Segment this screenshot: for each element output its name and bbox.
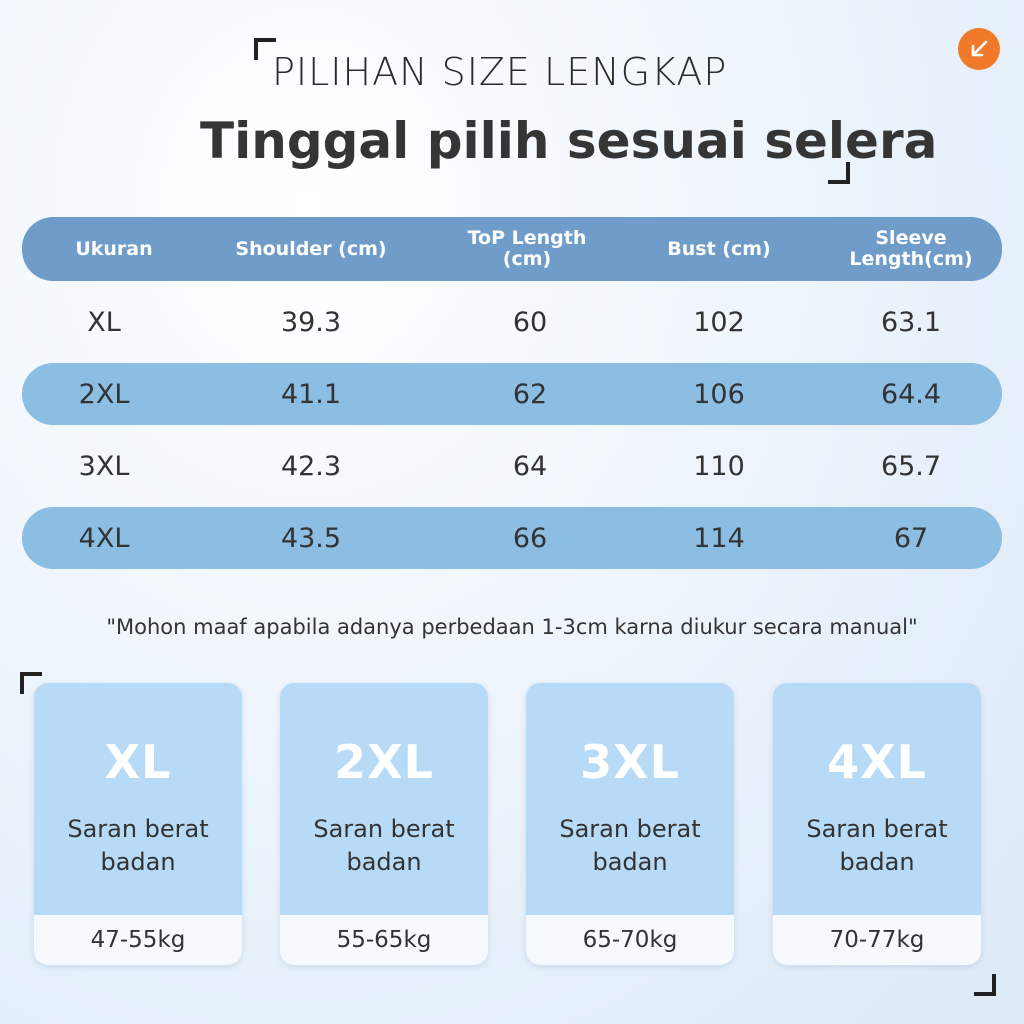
table-header: Ukuran Shoulder (cm) ToP Length (cm) Bus… [22, 217, 1002, 281]
card-label: Saran berat badan [313, 815, 455, 876]
title-corner-top-left [254, 38, 276, 60]
col-header-shoulder: Shoulder (cm) [235, 237, 387, 260]
cell-size: XL [87, 306, 121, 338]
col-header-size: Ukuran [75, 237, 153, 260]
cell-size: 3XL [78, 450, 130, 482]
card-weight: 55-65kg [280, 915, 488, 965]
measurement-note: "Mohon maaf apabila adanya perbedaan 1-3… [106, 615, 918, 639]
card-weight: 47-55kg [34, 915, 242, 965]
size-table: Ukuran Shoulder (cm) ToP Length (cm) Bus… [22, 217, 1002, 579]
cards-corner-bottom-right [974, 974, 996, 996]
card-size: 2XL [334, 735, 434, 789]
card-size: XL [104, 735, 172, 789]
col-header-top-length: ToP Length (cm) [467, 227, 587, 270]
card-weight: 70-77kg [773, 915, 981, 965]
table-row: 3XL 42.3 64 110 65.7 [22, 435, 1002, 497]
cell-sleeve-length: 63.1 [880, 306, 942, 338]
card-weight: 65-70kg [526, 915, 734, 965]
card-label: Saran berat badan [67, 815, 209, 876]
arrow-down-left-icon [971, 40, 988, 57]
subtitle: PILIHAN SIZE LENGKAP [272, 50, 728, 94]
size-card-4xl: 4XL Saran berat badan 70-77kg [773, 683, 981, 965]
cell-top-length: 60 [512, 306, 548, 338]
cell-sleeve-length: 65.7 [880, 450, 942, 482]
cell-shoulder: 41.1 [280, 378, 342, 410]
cell-shoulder: 43.5 [280, 522, 342, 554]
cell-size: 4XL [78, 522, 130, 554]
cell-bust: 102 [693, 306, 745, 338]
cell-shoulder: 42.3 [280, 450, 342, 482]
cell-shoulder: 39.3 [280, 306, 342, 338]
size-card-xl: XL Saran berat badan 47-55kg [34, 683, 242, 965]
cell-top-length: 66 [512, 522, 548, 554]
col-header-sleeve-length: Sleeve Length(cm) [849, 227, 973, 270]
cell-sleeve-length: 67 [893, 522, 929, 554]
card-size: 3XL [580, 735, 680, 789]
cell-size: 2XL [78, 378, 130, 410]
cell-sleeve-length: 64.4 [880, 378, 942, 410]
cell-bust: 114 [693, 522, 745, 554]
table-row: 4XL 43.5 66 114 67 [22, 507, 1002, 569]
size-card-2xl: 2XL Saran berat badan 55-65kg [280, 683, 488, 965]
cell-top-length: 62 [512, 378, 548, 410]
cell-bust: 106 [693, 378, 745, 410]
size-card-3xl: 3XL Saran berat badan 65-70kg [526, 683, 734, 965]
card-label: Saran berat badan [806, 815, 948, 876]
page-title: Tinggal pilih sesuai selera [200, 112, 938, 170]
cell-bust: 110 [693, 450, 745, 482]
cards-corner-top-left [20, 672, 42, 694]
cell-top-length: 64 [512, 450, 548, 482]
col-header-bust: Bust (cm) [667, 237, 771, 260]
arrow-button[interactable] [958, 28, 1000, 70]
card-size: 4XL [827, 735, 927, 789]
title-corner-bottom-right [828, 162, 850, 184]
table-row: 2XL 41.1 62 106 64.4 [22, 363, 1002, 425]
table-row: XL 39.3 60 102 63.1 [22, 291, 1002, 353]
card-label: Saran berat badan [559, 815, 701, 876]
